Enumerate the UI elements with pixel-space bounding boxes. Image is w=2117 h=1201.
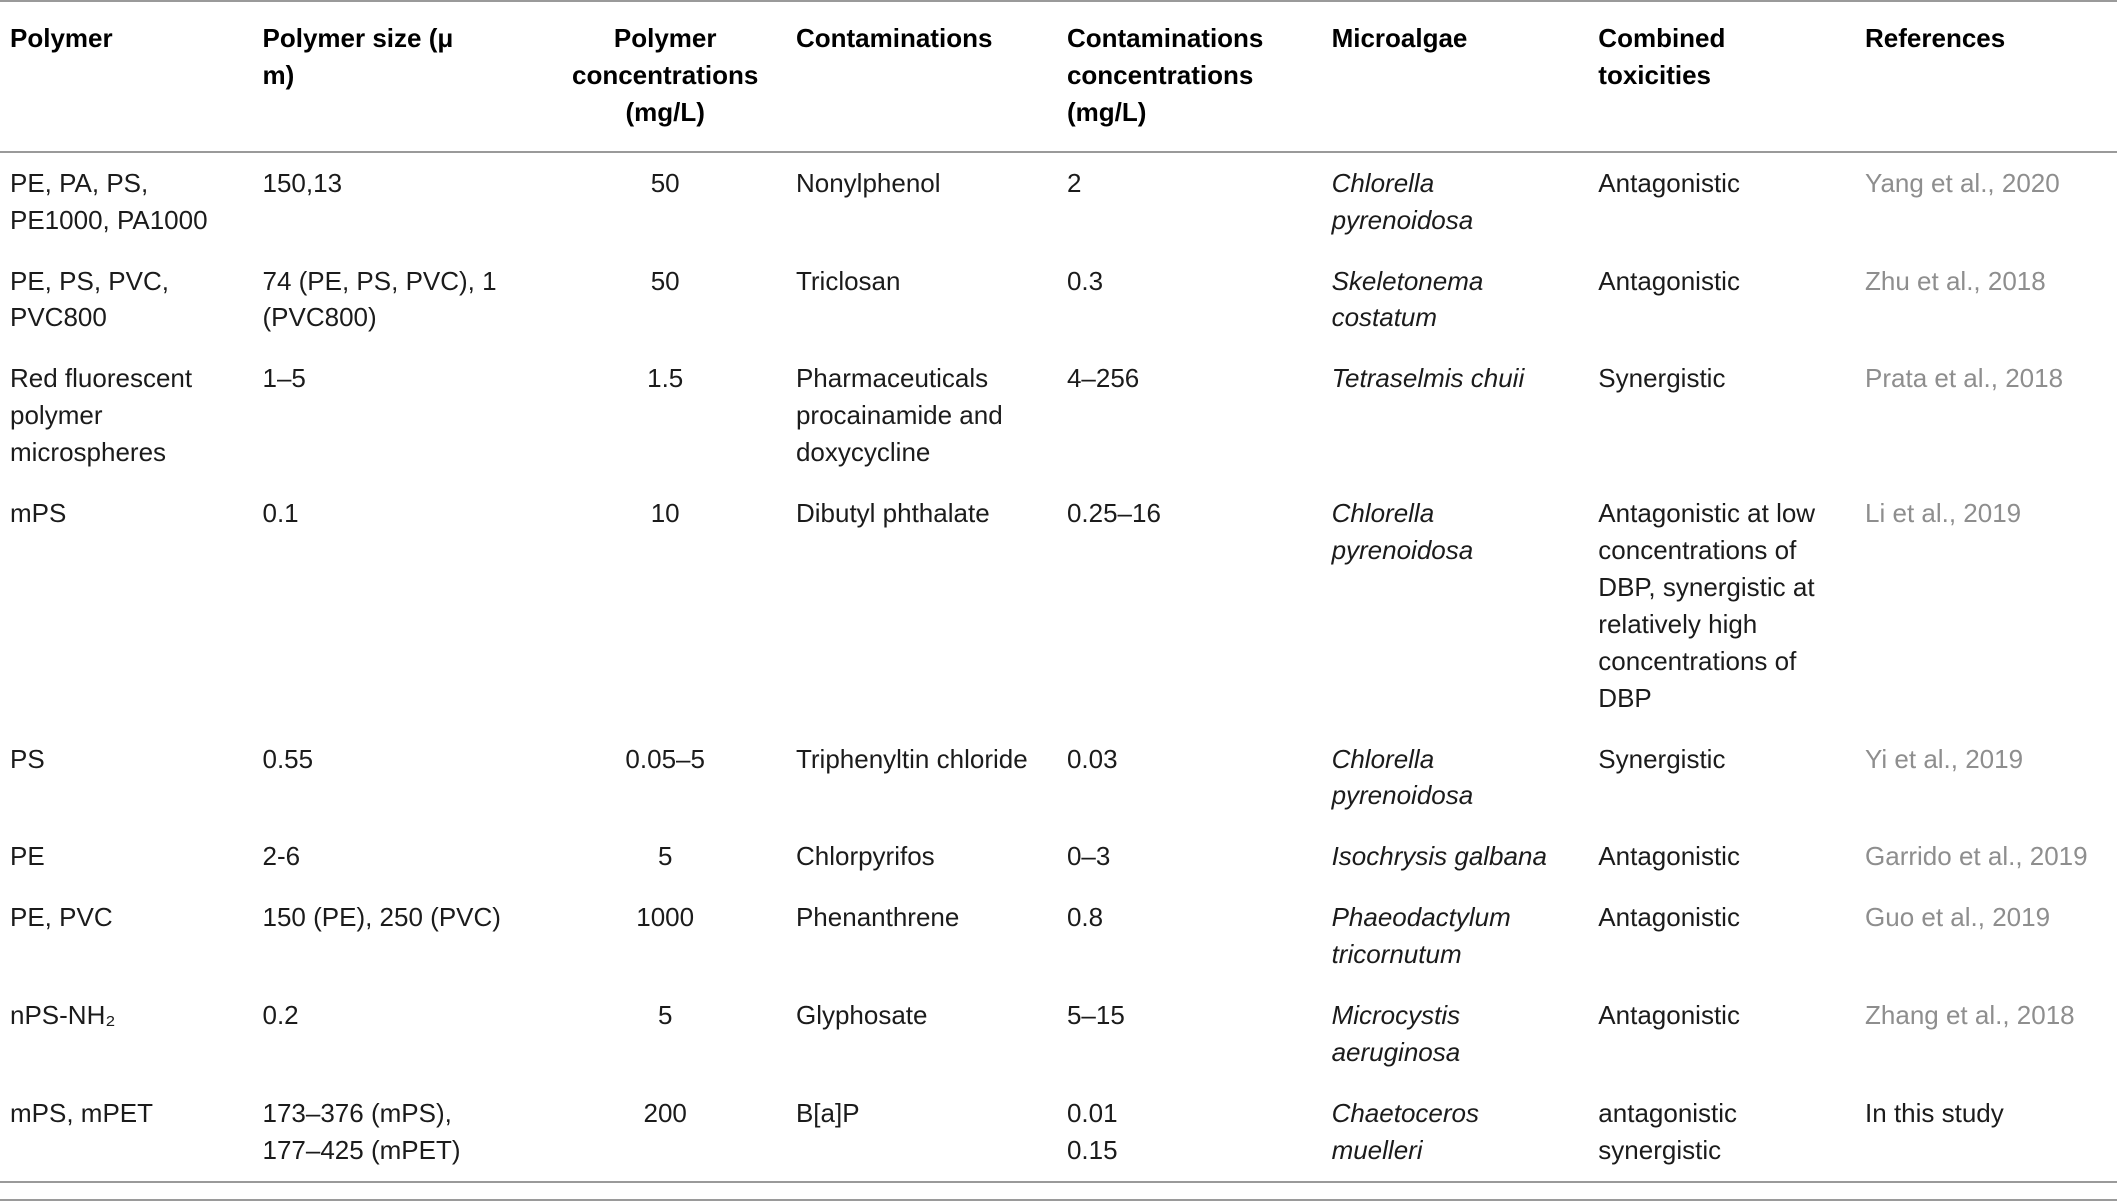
table-bottom-rule: [0, 1198, 2117, 1201]
table-row: mPS 0.1 10 Dibutyl phthalate 0.25–16 Chlorell…: [0, 483, 2117, 728]
cell-polymer-concentration: 0.05–5: [625, 743, 705, 774]
col-header-polymer-concentrations: Polymer concentrations (mg/L): [550, 1, 796, 153]
col-header-microalgae: Microalgae: [1331, 1, 1599, 153]
cell-polymer: PE: [10, 841, 45, 872]
cell-contamination: Triclosan: [795, 265, 901, 296]
cell-reference: Zhang et al., 2018: [1865, 1000, 2075, 1031]
cell-polymer-concentration: 200: [643, 1097, 687, 1128]
cell-reference: Zhu et al., 2018: [1865, 265, 2046, 296]
table-body: PE, PA, PS, PE1000, PA1000 150,13 50 Nonylp…: [0, 152, 2117, 1182]
cell-microalgae: Chlorella pyrenoidosa: [1331, 498, 1474, 565]
cell-polymer-concentration: 1000: [636, 902, 695, 933]
col-header-contaminations: Contaminations: [795, 1, 1067, 153]
cell-polymer-size: 1–5: [262, 363, 306, 394]
cell-polymer-size: 150 (PE), 250 (PVC): [262, 902, 501, 933]
table-row: nPS-NH₂ 0.2 5 Glyphosate 5–15 Microcystis aer…: [0, 985, 2117, 1083]
cell-combined-toxicity: Synergistic: [1598, 743, 1726, 774]
cell-microalgae: Chaetoceros muelleri: [1331, 1097, 1479, 1165]
cell-polymer-concentration: 1.5: [647, 363, 684, 394]
cell-combined-toxicity: Antagonistic: [1598, 167, 1740, 198]
cell-polymer: PE, PA, PS, PE1000, PA1000: [10, 167, 208, 235]
cell-microalgae: Phaeodactylum tricornutum: [1331, 902, 1511, 970]
cell-polymer-size: 150,13: [262, 167, 343, 198]
cell-reference: Li et al., 2019: [1865, 498, 2022, 529]
table-row: PE, PVC 150 (PE), 250 (PVC) 1000 Phenanthre…: [0, 887, 2117, 985]
cell-microalgae: Microcystis aeruginosa: [1331, 1000, 1461, 1067]
cell-contamination: B[a]P: [795, 1097, 860, 1128]
cell-microalgae: Tetraselmis chuii: [1331, 363, 1525, 394]
cell-combined-toxicity: Antagonistic: [1598, 902, 1740, 933]
cell-reference: In this study: [1865, 1097, 2004, 1128]
cell-polymer: PE, PS, PVC, PVC800: [10, 265, 169, 333]
cell-polymer-size: 2-6: [262, 841, 301, 872]
table-row: mPS, mPET 173–376 (mPS), 177–425 (mPET) 20…: [0, 1083, 2117, 1182]
cell-polymer-size: 0.55: [262, 743, 314, 774]
cell-combined-toxicity: Antagonistic: [1598, 1000, 1740, 1031]
cell-reference: Prata et al., 2018: [1865, 363, 2064, 394]
col-header-references: References: [1865, 1, 2117, 153]
cell-polymer: PS: [10, 743, 45, 774]
cell-combined-toxicity: Antagonistic at low concentrations of DB…: [1598, 498, 1816, 713]
col-header-polymer: Polymer: [0, 1, 263, 153]
cell-polymer-size: 0.2: [262, 1000, 299, 1031]
cell-polymer: mPS: [10, 498, 67, 529]
cell-reference: Yang et al., 2020: [1865, 167, 2060, 198]
cell-polymer: nPS-NH₂: [10, 1000, 116, 1031]
table-row: PE, PS, PVC, PVC800 74 (PE, PS, PVC), 1 (…: [0, 251, 2117, 349]
cell-contamination-concentration: 5–15: [1066, 1000, 1125, 1031]
cell-polymer-size: 74 (PE, PS, PVC), 1 (PVC800): [262, 265, 497, 333]
cell-contamination-concentration: 0.03: [1066, 743, 1118, 774]
cell-reference: Garrido et al., 2019: [1865, 841, 2088, 872]
table-row: PE 2-6 5 Chlorpyrifos 0–3 Isochrysis galbana A…: [0, 826, 2117, 887]
col-header-polymer-size: Polymer size (μ m): [262, 1, 551, 153]
cell-contamination-concentration: 2: [1066, 167, 1082, 198]
cell-microalgae: Chlorella pyrenoidosa: [1331, 167, 1474, 235]
cell-polymer-size: 173–376 (mPS), 177–425 (mPET): [262, 1097, 461, 1165]
cell-polymer-concentration: 50: [650, 265, 680, 296]
table-header-row: Polymer Polymer size (μ m) Polymer conce…: [0, 1, 2117, 153]
table-row: PS 0.55 0.05–5 Triphenyltin chloride 0.03 Chl…: [0, 729, 2117, 827]
col-header-combined-toxicities: Combined toxicities: [1598, 1, 1866, 153]
cell-microalgae: Isochrysis galbana: [1331, 841, 1547, 872]
cell-contamination-concentration: 0.25–16: [1066, 498, 1161, 529]
cell-contamination-concentration: 0.3: [1066, 265, 1104, 296]
cell-polymer: PE, PVC: [10, 902, 113, 933]
cell-polymer: Red fluorescent polymer microspheres: [10, 363, 193, 468]
cell-contamination: Glyphosate: [795, 1000, 928, 1031]
cell-microalgae: Chlorella pyrenoidosa: [1331, 743, 1474, 811]
cell-combined-toxicity: Synergistic: [1598, 363, 1726, 394]
col-header-contaminations-concentrations: Contaminations concentrations (mg/L): [1066, 1, 1332, 153]
cell-polymer: mPS, mPET: [10, 1097, 154, 1128]
cell-polymer-concentration: 5: [657, 1000, 673, 1031]
cell-combined-toxicity: Antagonistic: [1598, 841, 1740, 872]
cell-contamination-concentration: 0.8: [1066, 902, 1104, 933]
cell-combined-toxicity: antagonistic synergistic: [1598, 1097, 1738, 1165]
cell-combined-toxicity: Antagonistic: [1598, 265, 1740, 296]
cell-polymer-concentration: 10: [650, 498, 680, 529]
cell-contamination: Nonylphenol: [795, 167, 941, 198]
cell-polymer-concentration: 5: [657, 841, 673, 872]
cell-reference: Guo et al., 2019: [1865, 902, 2051, 933]
cell-contamination: Triphenyltin chloride: [795, 743, 1028, 774]
cell-contamination-concentration: 0–3: [1066, 841, 1111, 872]
cell-contamination-concentration: 0.01 0.15: [1066, 1097, 1118, 1165]
cell-polymer-concentration: 50: [650, 167, 680, 198]
cell-contamination: Dibutyl phthalate: [795, 498, 990, 529]
cell-polymer-size: 0.1: [262, 498, 299, 529]
cell-reference: Yi et al., 2019: [1865, 743, 2024, 774]
cell-contamination-concentration: 4–256: [1066, 363, 1140, 394]
cell-contamination: Phenanthrene: [795, 902, 960, 933]
table-row: Red fluorescent polymer microspheres 1–5 1…: [0, 348, 2117, 483]
cell-contamination: Pharmaceuticals procainamide and doxycyc…: [795, 363, 1003, 468]
cell-microalgae: Skeletonema costatum: [1331, 265, 1484, 333]
table-row: PE, PA, PS, PE1000, PA1000 150,13 50 Nonylp…: [0, 152, 2117, 251]
cell-contamination: Chlorpyrifos: [795, 841, 935, 872]
